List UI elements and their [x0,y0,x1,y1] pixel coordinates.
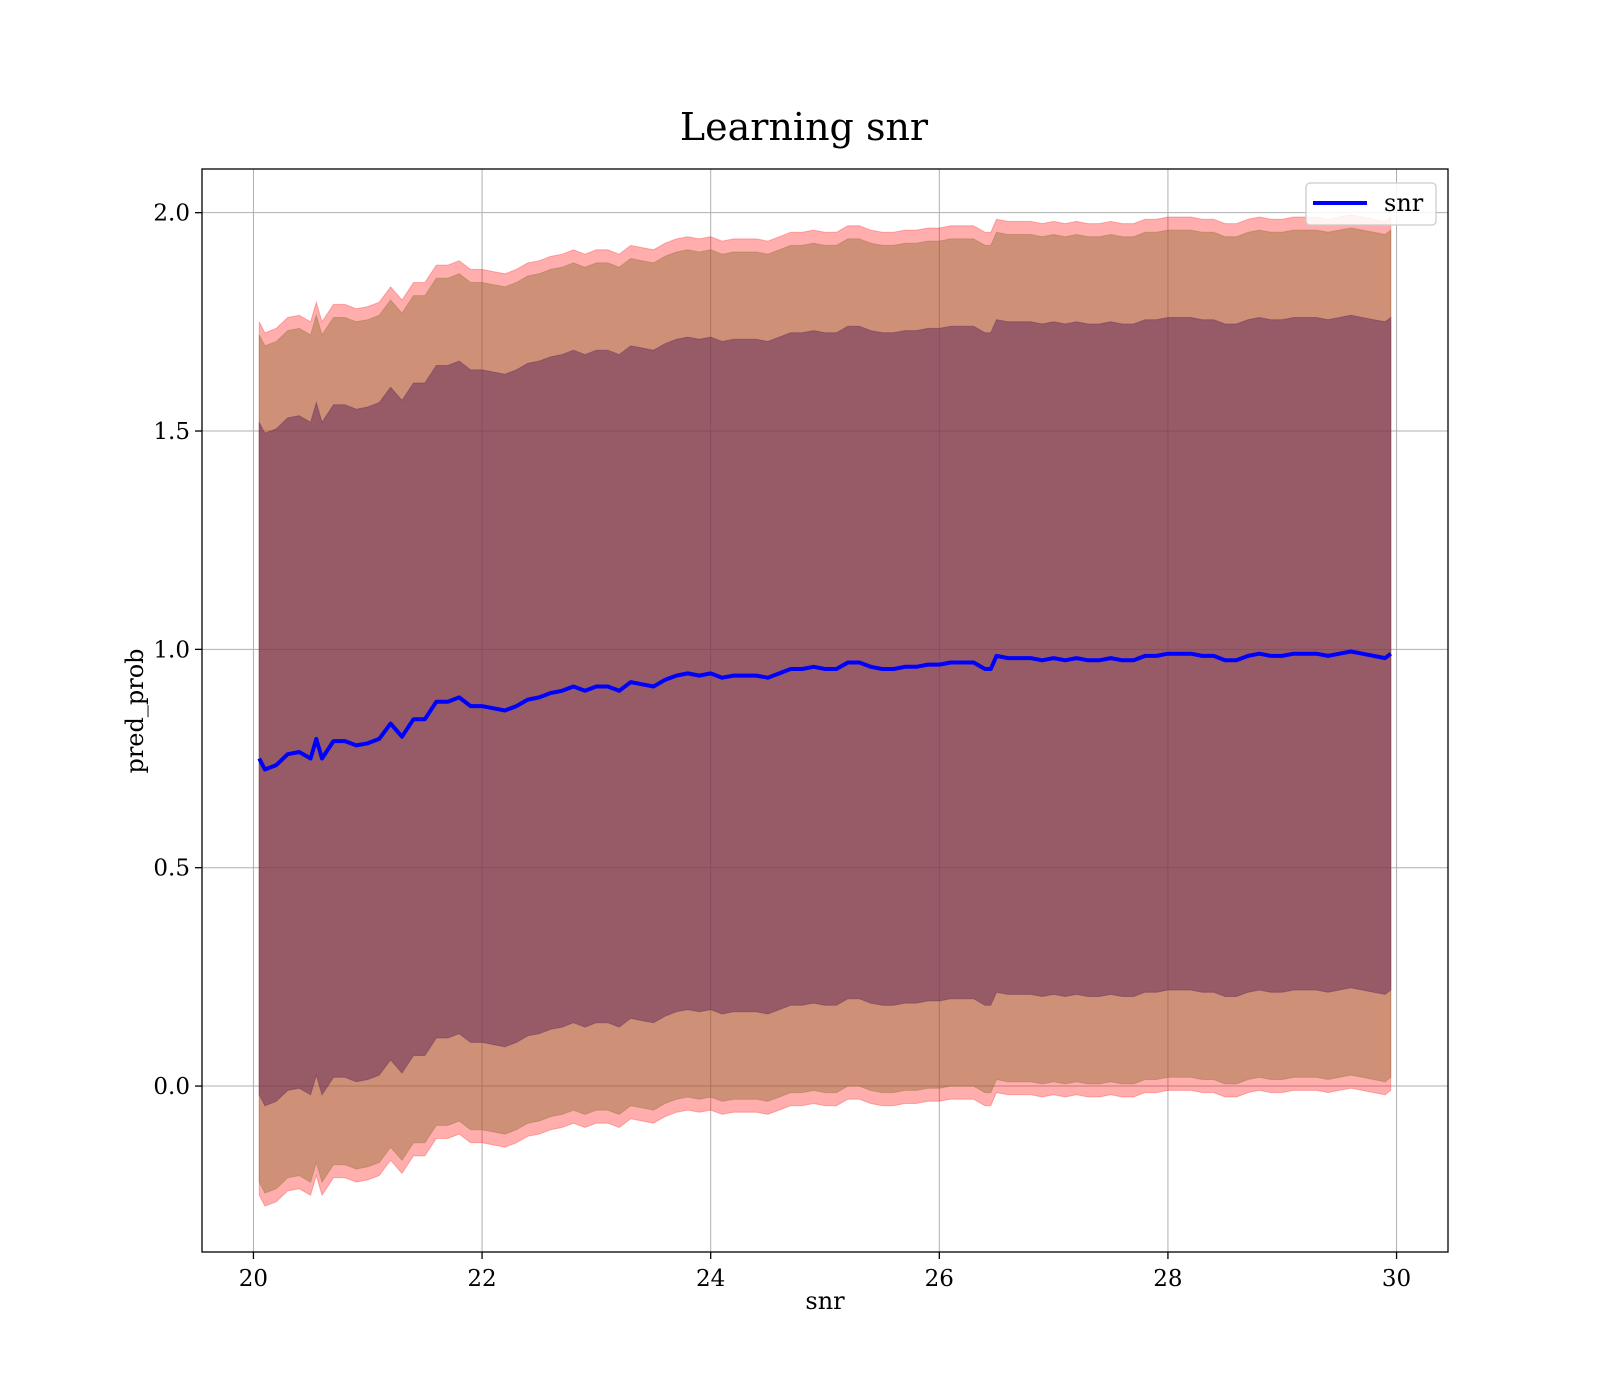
confidence-bands [258,214,1392,1207]
y-tick-label-4: 2.0 [153,201,190,227]
y-axis-label: pred_prob [121,648,149,773]
x-tick-label-4: 28 [1153,1266,1182,1292]
series-line-snr [257,649,1393,772]
x-tick-label-2: 24 [696,1266,725,1292]
plot-frame [201,168,1449,1253]
axis-ticks: 20 22 24 26 28 30 0.0 0.5 1.0 1.5 2.0 [153,201,1411,1292]
x-tick-label-5: 30 [1382,1266,1411,1292]
x-tick-label-0: 20 [239,1266,268,1292]
legend-box [1305,182,1437,226]
band-2 [258,314,1392,1107]
x-axis-label: snr [805,1287,845,1315]
series-lines [257,649,1393,772]
legend-label: snr [1384,189,1424,217]
y-tick-label-1: 0.5 [153,856,190,882]
chart-title: Learning snr [680,105,929,149]
y-tick-label-2: 1.0 [153,637,190,663]
y-tick-label-0: 0.0 [153,1074,190,1100]
x-tick-label-3: 26 [925,1266,954,1292]
x-tick-label-1: 22 [467,1266,496,1292]
y-tick-label-3: 1.5 [153,419,190,445]
legend: snr [1305,182,1437,226]
